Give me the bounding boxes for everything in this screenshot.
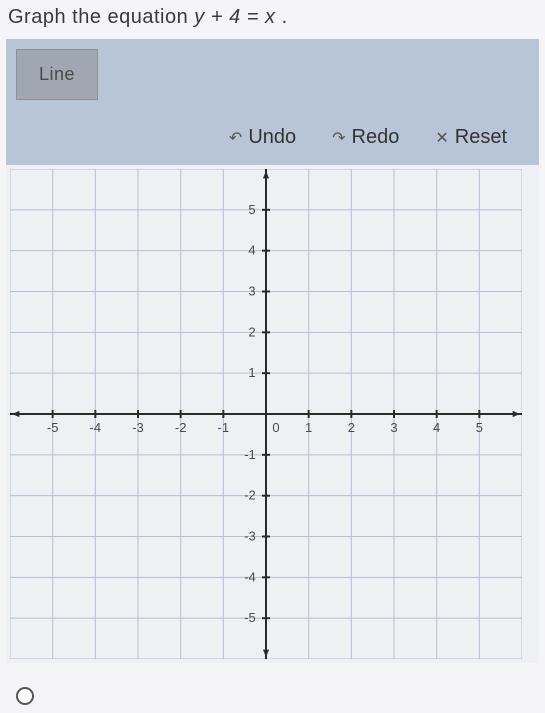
svg-text:2: 2 [248,324,255,339]
svg-text:4: 4 [433,420,440,435]
reset-label: Reset [455,126,507,149]
question-prompt: Graph the equation y + 4 = x . [0,0,545,39]
svg-text:5: 5 [248,202,255,217]
prompt-equation: y + 4 = x [194,6,275,28]
svg-text:0: 0 [272,420,279,435]
coordinate-grid[interactable]: -5 -4 -3 -2 -1 1 2 3 4 5 1 2 3 4 5 -1 -2 -3 -4 -5 0 [10,169,522,659]
svg-text:1: 1 [248,365,255,380]
svg-text:3: 3 [390,420,397,435]
prompt-prefix: Graph the equation [8,6,194,28]
undo-label: Undo [248,126,296,149]
svg-text:-5: -5 [244,610,256,625]
redo-label: Redo [352,126,400,149]
reset-icon: ✕ [435,128,448,148]
undo-icon: ↶ [229,128,242,148]
redo-icon: ↷ [332,128,345,148]
reset-button[interactable]: ✕ Reset [435,126,507,149]
svg-text:-2: -2 [175,420,187,435]
svg-text:-1: -1 [244,447,256,462]
undo-button[interactable]: ↶ Undo [229,126,296,149]
svg-text:-4: -4 [90,420,102,435]
radio-option[interactable] [16,687,34,705]
tool-panel: Line ↶ Undo ↷ Redo ✕ Reset [6,39,539,165]
line-tool-button[interactable]: Line [16,49,98,100]
svg-text:-1: -1 [218,420,230,435]
svg-text:-4: -4 [244,569,256,584]
svg-text:-3: -3 [132,420,144,435]
svg-text:5: 5 [476,420,483,435]
svg-text:-3: -3 [244,529,256,544]
action-bar: ↶ Undo ↷ Redo ✕ Reset [16,100,529,165]
redo-button[interactable]: ↷ Redo [332,126,399,149]
graph-container: -5 -4 -3 -2 -1 1 2 3 4 5 1 2 3 4 5 -1 -2 -3 -4 -5 0 [6,165,539,663]
prompt-suffix: . [276,6,288,28]
svg-text:2: 2 [348,420,355,435]
svg-text:-5: -5 [47,420,59,435]
svg-text:1: 1 [305,420,312,435]
svg-text:-2: -2 [244,488,256,503]
svg-text:4: 4 [248,243,255,258]
svg-text:3: 3 [248,284,255,299]
